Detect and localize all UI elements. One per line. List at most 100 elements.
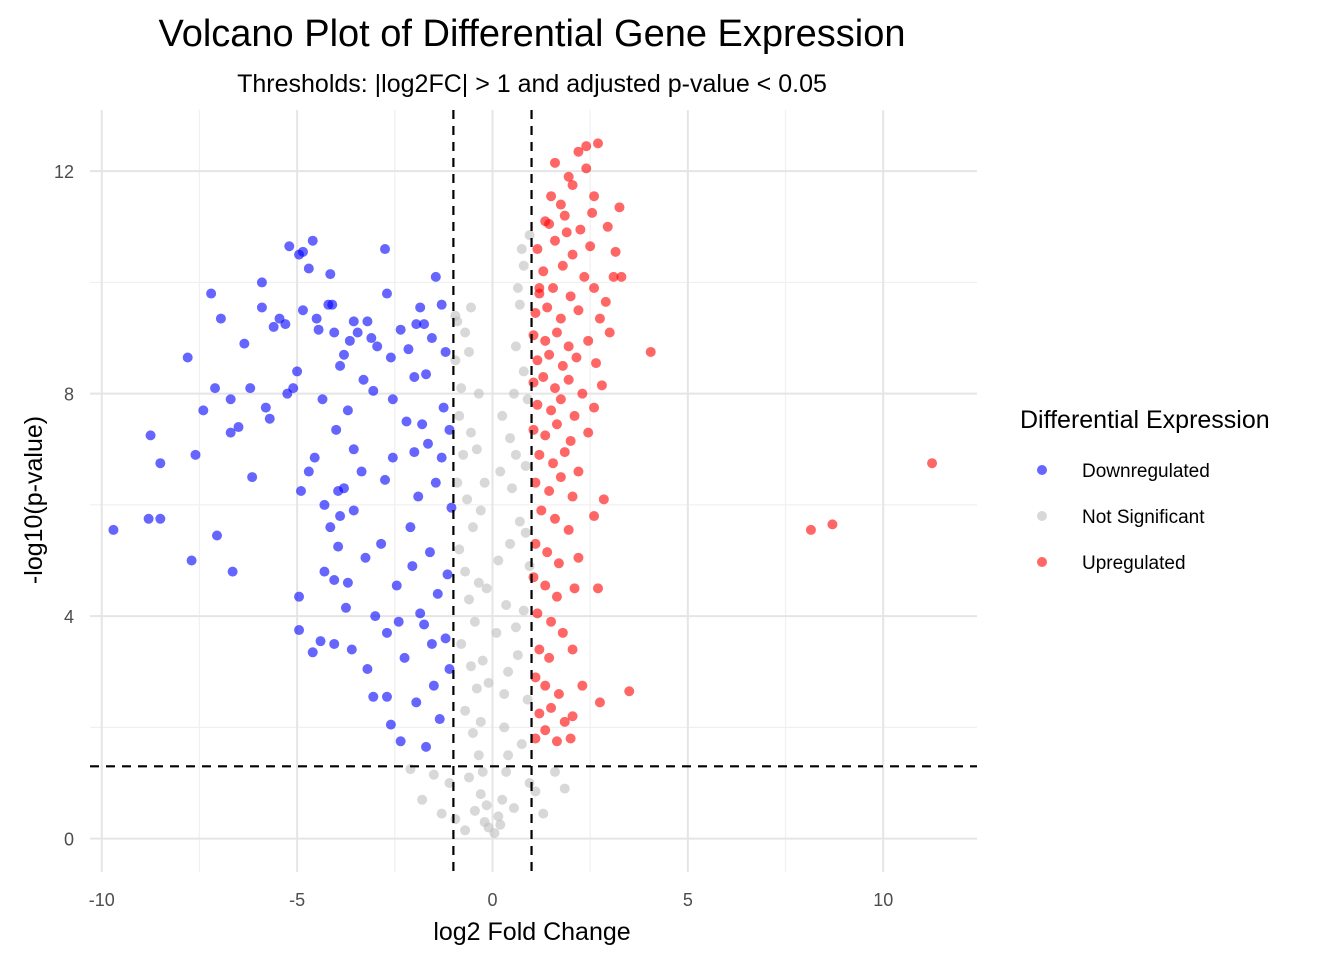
- x-tick-label: 0: [487, 890, 497, 910]
- data-point: [583, 427, 594, 438]
- data-point: [380, 474, 391, 485]
- data-point: [553, 558, 564, 569]
- data-point: [534, 708, 545, 719]
- data-point: [403, 344, 414, 355]
- data-point: [927, 458, 938, 469]
- data-point: [233, 422, 244, 433]
- data-point: [436, 452, 447, 463]
- data-point: [573, 146, 584, 157]
- data-point: [475, 505, 486, 516]
- data-point: [475, 789, 486, 800]
- data-point: [497, 410, 508, 421]
- data-point: [510, 449, 521, 460]
- data-point: [567, 491, 578, 502]
- data-point: [430, 477, 441, 488]
- data-point: [520, 460, 531, 471]
- data-point: [616, 271, 627, 282]
- data-point: [422, 438, 433, 449]
- data-point: [450, 355, 461, 366]
- data-point: [421, 369, 432, 380]
- data-point: [571, 352, 582, 363]
- data-point: [528, 330, 539, 341]
- data-point: [380, 244, 391, 255]
- data-point: [559, 210, 570, 221]
- data-point: [280, 319, 291, 330]
- data-point: [567, 180, 578, 191]
- data-point: [573, 552, 584, 563]
- data-point: [264, 413, 275, 424]
- data-point: [450, 814, 461, 825]
- data-point: [344, 335, 355, 346]
- data-point: [356, 466, 367, 477]
- data-point: [532, 608, 543, 619]
- data-point: [592, 138, 603, 149]
- data-point: [303, 263, 314, 274]
- data-point: [381, 288, 392, 299]
- data-point: [553, 689, 564, 700]
- data-point: [303, 466, 314, 477]
- data-point: [507, 483, 518, 494]
- data-point: [555, 313, 566, 324]
- data-point: [555, 394, 566, 405]
- data-point: [460, 825, 471, 836]
- data-point: [614, 202, 625, 213]
- data-point: [563, 171, 574, 182]
- data-point: [596, 380, 607, 391]
- data-point: [331, 424, 342, 435]
- data-point: [589, 402, 600, 413]
- data-point: [442, 569, 453, 580]
- data-point: [565, 733, 576, 744]
- legend-label: Not Significant: [1082, 507, 1205, 528]
- data-point: [462, 494, 473, 505]
- data-point: [608, 271, 619, 282]
- data-point: [540, 335, 551, 346]
- data-point: [338, 349, 349, 360]
- data-point: [260, 402, 271, 413]
- data-point: [514, 516, 525, 527]
- data-point: [559, 783, 570, 794]
- data-point: [325, 522, 336, 533]
- data-point: [499, 722, 510, 733]
- data-point: [549, 383, 560, 394]
- data-point: [512, 282, 523, 293]
- data-point: [575, 224, 586, 235]
- data-point: [827, 519, 838, 530]
- data-point: [495, 466, 506, 477]
- data-point: [325, 269, 336, 280]
- data-point: [424, 547, 435, 558]
- data-point: [598, 494, 609, 505]
- data-point: [501, 600, 512, 611]
- data-point: [546, 616, 557, 627]
- data-point: [454, 544, 465, 555]
- data-point: [227, 566, 238, 577]
- data-point: [559, 447, 570, 458]
- series-downregulated: [108, 235, 457, 752]
- data-point: [510, 341, 521, 352]
- data-point: [542, 547, 553, 558]
- data-point: [524, 778, 535, 789]
- data-point: [370, 611, 381, 622]
- legend-label: Downregulated: [1082, 461, 1210, 482]
- data-point: [551, 419, 562, 430]
- data-point: [538, 266, 549, 277]
- data-point: [548, 282, 559, 293]
- data-point: [348, 505, 359, 516]
- data-point: [391, 580, 402, 591]
- data-point: [393, 616, 404, 627]
- data-point: [481, 583, 492, 594]
- data-point: [573, 305, 584, 316]
- data-point: [381, 691, 392, 702]
- data-point: [335, 360, 346, 371]
- x-tick-label: -10: [89, 890, 115, 910]
- data-point: [434, 714, 445, 725]
- data-point: [256, 302, 267, 313]
- data-point: [499, 689, 510, 700]
- data-point: [534, 644, 545, 655]
- data-point: [362, 316, 373, 327]
- data-point: [464, 346, 475, 357]
- data-point: [530, 733, 541, 744]
- data-point: [143, 513, 154, 524]
- data-point: [514, 299, 525, 310]
- data-point: [401, 416, 412, 427]
- data-point: [538, 371, 549, 382]
